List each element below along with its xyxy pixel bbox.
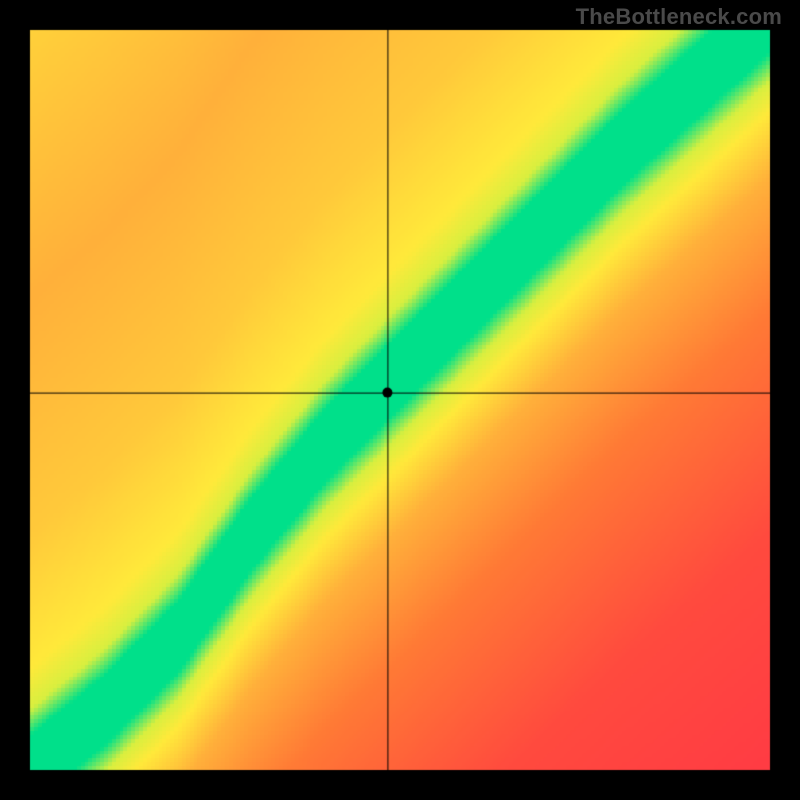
- watermark-label: TheBottleneck.com: [576, 4, 782, 30]
- bottleneck-heatmap-canvas: [0, 0, 800, 800]
